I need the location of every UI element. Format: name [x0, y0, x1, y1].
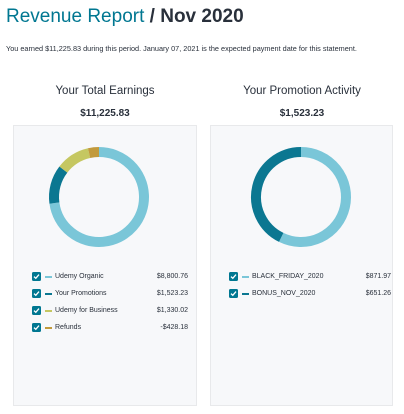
checkbox[interactable]: [32, 323, 41, 332]
legend-swatch: [242, 276, 249, 278]
legend-label: BLACK_FRIDAY_2020: [252, 272, 324, 280]
checkbox[interactable]: [229, 272, 238, 281]
checkbox[interactable]: [32, 289, 41, 298]
page-title: Revenue Report / Nov 2020: [6, 6, 244, 28]
checkmark-icon: [33, 308, 40, 314]
earnings-slice-udemy-organic[interactable]: [49, 147, 149, 247]
total-earnings-amount: $11,225.83: [80, 108, 130, 119]
earnings-slice-your-promotions[interactable]: [49, 166, 68, 204]
promotion-activity-donut-chart: [251, 147, 351, 247]
legend-value: $651.26: [365, 289, 391, 297]
checkmark-icon: [33, 274, 40, 280]
legend-value: -$428.18: [160, 323, 188, 331]
legend-swatch: [45, 327, 52, 329]
checkmark-icon: [230, 274, 237, 280]
checkmark-icon: [230, 291, 237, 297]
checkbox[interactable]: [229, 289, 238, 298]
legend-value: $1,523.23: [156, 289, 188, 297]
checkbox[interactable]: [32, 272, 41, 281]
promotion-slice-black-friday-2020[interactable]: [279, 147, 351, 247]
promotion-activity-card: BLACK_FRIDAY_2020 $871.97 BONUS_NOV_2020 $6…: [210, 125, 393, 406]
revenue-report-link[interactable]: Revenue Report: [6, 6, 145, 27]
promotion-activity-heading: Your Promotion Activity: [243, 85, 361, 97]
legend-label: BONUS_NOV_2020: [252, 289, 316, 297]
legend-label: Udemy Organic: [55, 272, 104, 280]
legend-label: Refunds: [55, 323, 82, 331]
legend-label: Udemy for Business: [55, 306, 118, 314]
legend-label: Your Promotions: [55, 289, 107, 297]
total-earnings-card: Udemy Organic $8,800.76 Your Promotions $1,…: [13, 125, 197, 406]
checkmark-icon: [33, 291, 40, 297]
earnings-summary-text: You earned $11,225.83 during this period…: [6, 44, 357, 53]
legend-swatch: [45, 310, 52, 312]
checkmark-icon: [33, 325, 40, 331]
title-separator: /: [149, 6, 155, 27]
legend-value: $871.97: [365, 272, 391, 280]
legend-swatch: [45, 276, 52, 278]
earnings-slice-refunds[interactable]: [87, 147, 100, 159]
legend-swatch: [45, 293, 52, 295]
promotion-slice-bonus-nov-2020[interactable]: [251, 147, 302, 242]
legend-swatch: [242, 293, 249, 295]
promotion-activity-amount: $1,523.23: [279, 108, 325, 119]
legend-value: $8,800.76: [156, 272, 188, 280]
earnings-slice-udemy-for-business[interactable]: [59, 148, 91, 173]
checkbox[interactable]: [32, 306, 41, 315]
report-period: Nov 2020: [160, 6, 244, 27]
total-earnings-heading: Your Total Earnings: [55, 85, 155, 97]
total-earnings-donut-chart: [49, 147, 149, 247]
legend-value: $1,330.02: [156, 306, 188, 314]
